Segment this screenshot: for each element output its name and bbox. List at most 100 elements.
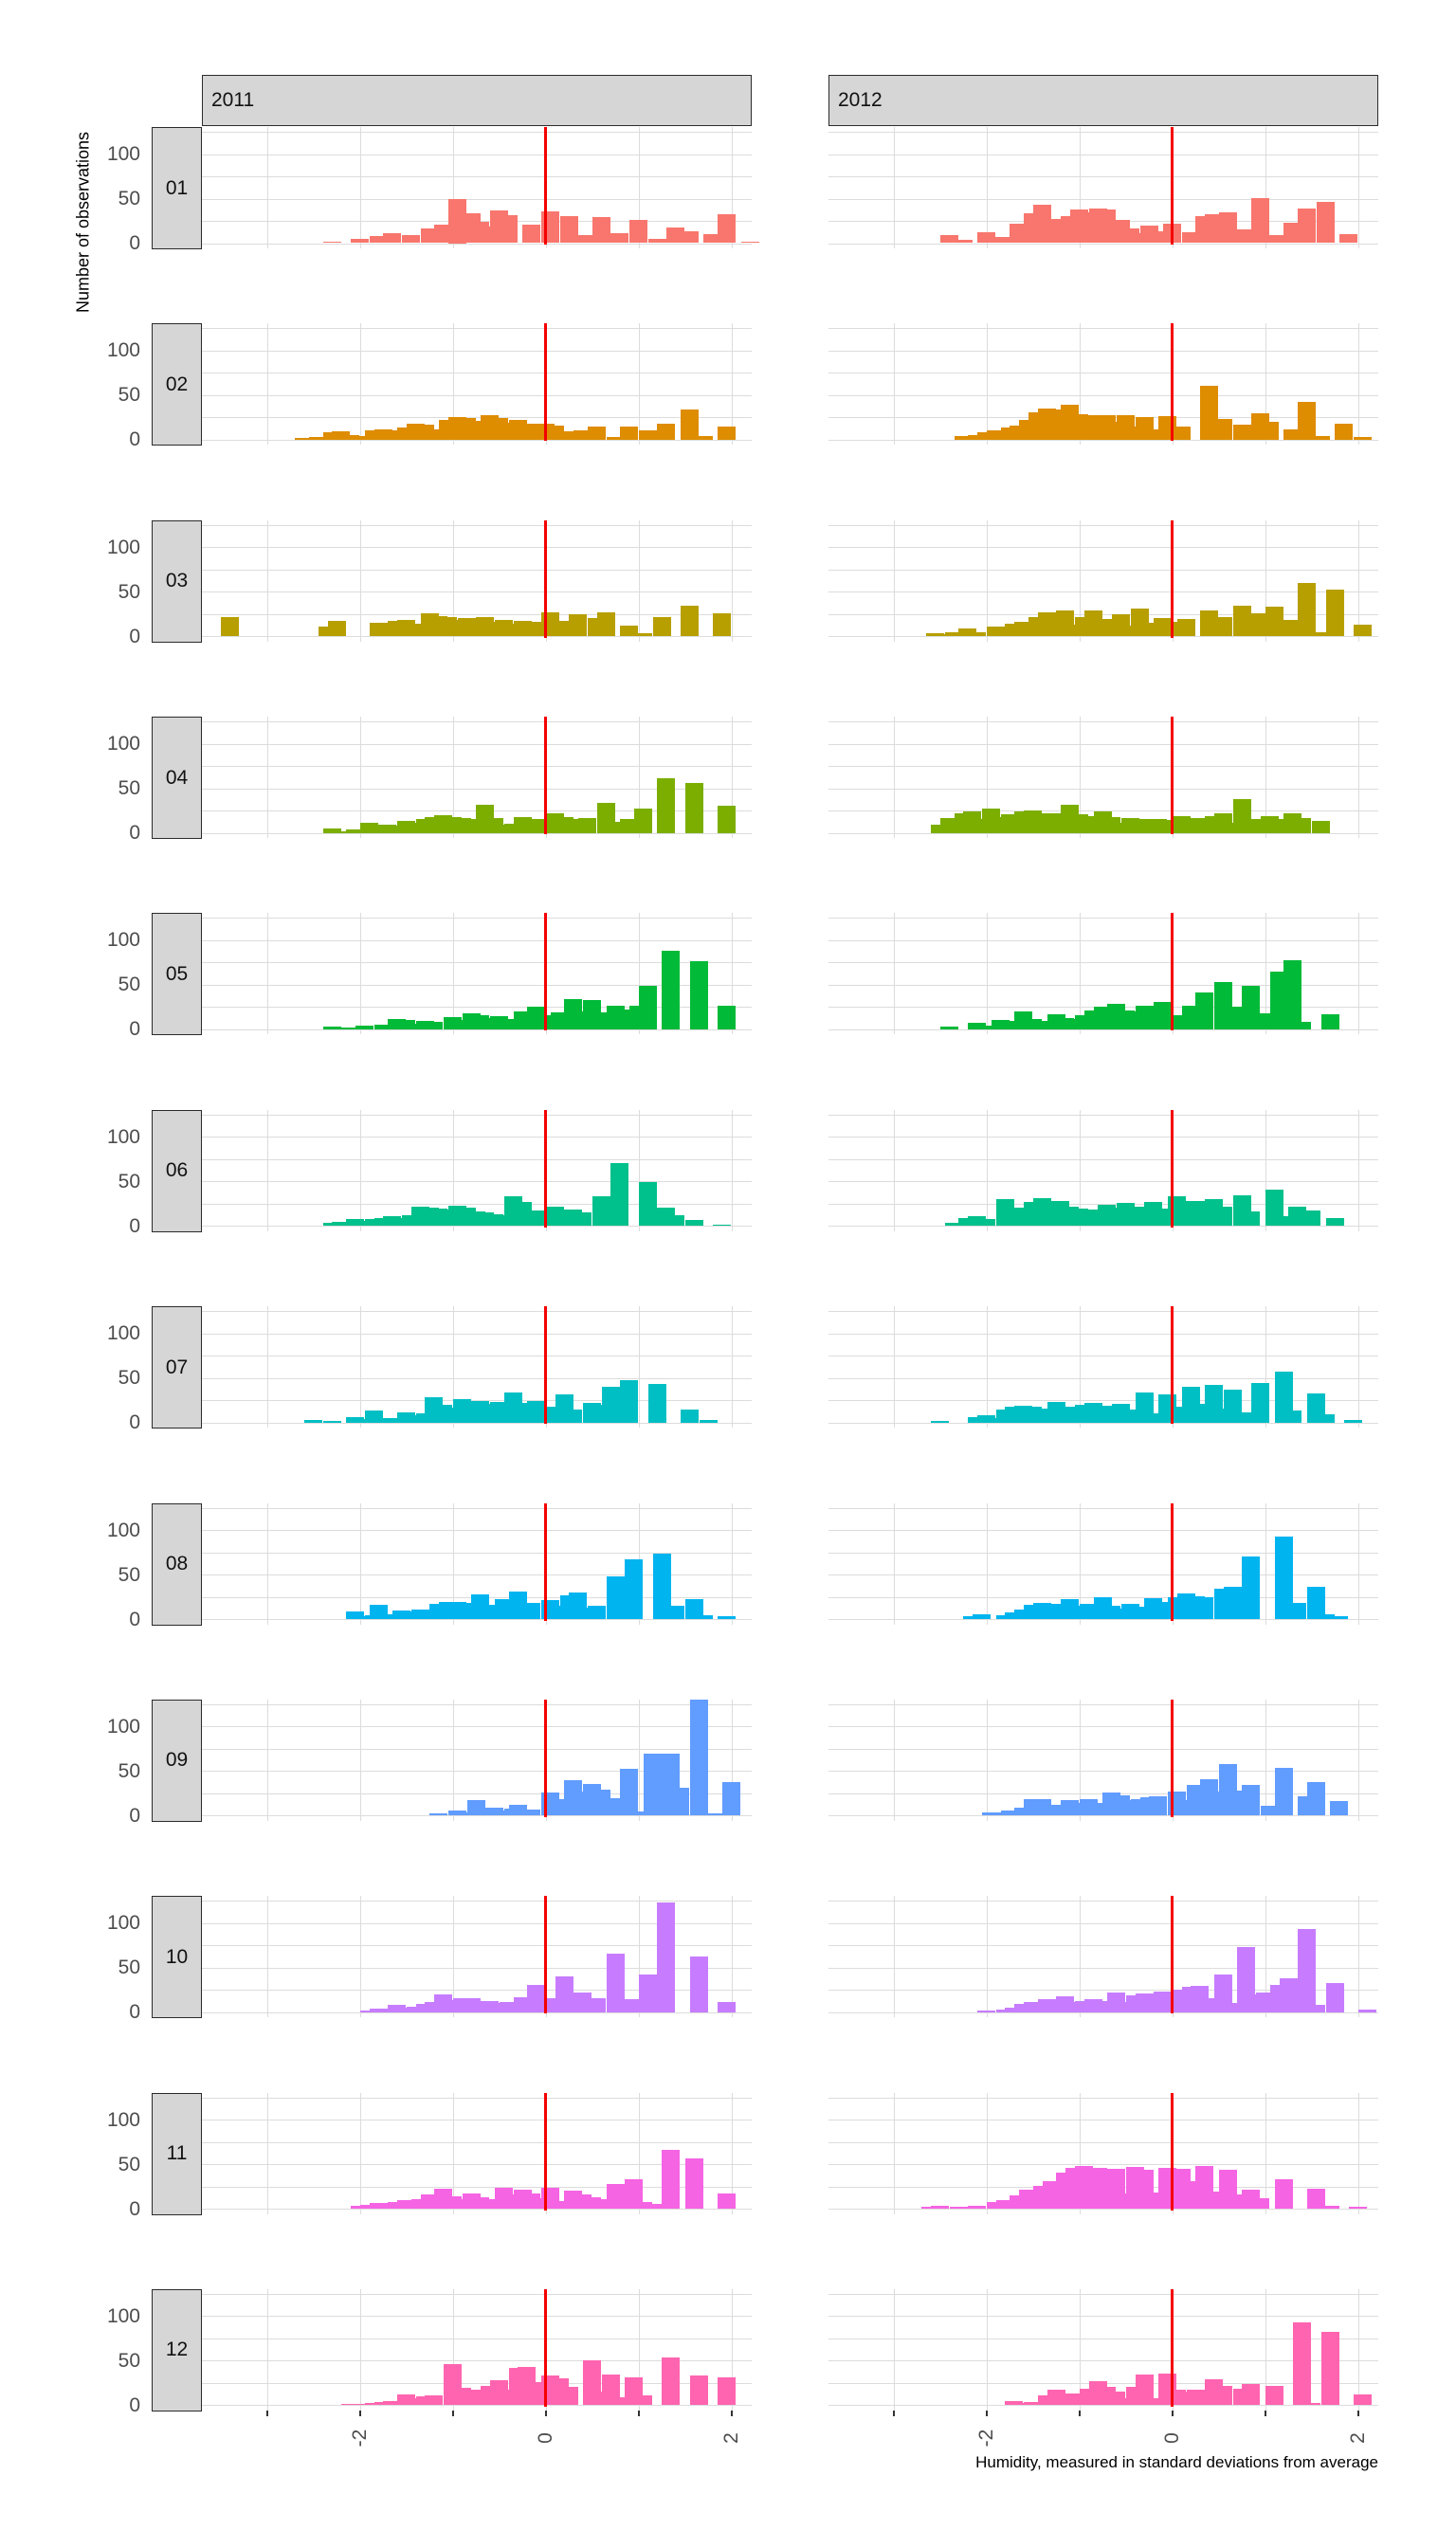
- y-tick-label: 100: [106, 2108, 140, 2131]
- histogram-bar: [476, 1811, 495, 1816]
- histogram-bar: [1144, 2193, 1163, 2210]
- histogram-bar: [1149, 1795, 1168, 1816]
- histogram-bar: [332, 431, 351, 440]
- histogram-bar: [1065, 2002, 1084, 2012]
- histogram-bar: [1311, 821, 1330, 833]
- gridline-x: [638, 127, 640, 248]
- histogram-bar: [322, 1027, 341, 1029]
- histogram-bar: [322, 1223, 341, 1227]
- histogram-bar: [620, 819, 639, 833]
- histogram-bar: [550, 621, 569, 637]
- histogram-bar: [647, 2204, 666, 2210]
- gridline-y: [202, 766, 752, 768]
- histogram-bar: [401, 1611, 420, 1619]
- histogram-bar: [647, 1384, 666, 1423]
- histogram-bar: [373, 428, 392, 440]
- histogram-bar: [1256, 1993, 1274, 2012]
- histogram-bar: [462, 819, 481, 833]
- gridline-y: [202, 524, 752, 526]
- gridline-y: [828, 636, 1378, 638]
- histogram-bar: [694, 1615, 713, 1619]
- row-strip-01: 01: [152, 127, 202, 249]
- gridline-y: [828, 1530, 1378, 1532]
- x-axis-title: Humidity, measured in standard deviation…: [975, 2452, 1378, 2471]
- histogram-bar: [573, 429, 592, 440]
- gridline-x: [1357, 913, 1359, 1035]
- gridline-x: [1357, 127, 1359, 248]
- gridline-x: [452, 1306, 454, 1429]
- histogram-bar: [1024, 2002, 1042, 2012]
- gridline-y: [828, 1967, 1378, 1969]
- gridline-x: [731, 519, 733, 642]
- histogram-bar: [986, 1417, 1005, 1423]
- histogram-bar: [508, 1591, 527, 1619]
- y-tick-label: 50: [118, 1170, 140, 1192]
- gridline-x: [452, 2288, 454, 2411]
- gridline-x: [731, 1109, 733, 1231]
- zero-reference-line: [1171, 1896, 1174, 2014]
- gridline-y: [202, 1552, 752, 1554]
- histogram-bar: [1014, 1609, 1033, 1619]
- histogram-bar: [346, 1417, 365, 1423]
- histogram-bar: [1154, 1001, 1173, 1029]
- gridline-y: [202, 328, 752, 330]
- gridline-y: [202, 2316, 752, 2318]
- histogram-bar: [392, 1217, 411, 1227]
- histogram-bar: [351, 2206, 369, 2210]
- gridline-y: [828, 350, 1378, 352]
- gridline-x: [638, 2092, 640, 2214]
- x-tick-mark: [1356, 2410, 1359, 2416]
- y-tick-label: 100: [106, 929, 140, 952]
- histogram-bar: [1316, 202, 1335, 244]
- histogram-bar: [383, 1614, 402, 1619]
- histogram-bar: [1260, 422, 1279, 440]
- zero-reference-line: [544, 2288, 547, 2407]
- gridline-x: [1079, 519, 1081, 642]
- gridline-x: [893, 1896, 895, 2018]
- histogram-bar: [532, 2197, 551, 2210]
- histogram-bar: [657, 1902, 676, 2012]
- histogram-bar: [1269, 819, 1288, 833]
- histogram-bar: [364, 2402, 383, 2406]
- histogram-bar: [1037, 2395, 1056, 2406]
- row-strip-11: 11: [152, 2092, 202, 2215]
- histogram-bar: [346, 1218, 365, 1227]
- col-strip-2011: 2011: [202, 75, 752, 126]
- gridline-x: [452, 127, 454, 248]
- gridline-y: [828, 1815, 1378, 1817]
- histogram-bar: [633, 633, 652, 637]
- histogram-bar: [346, 1611, 365, 1619]
- gridline-y: [202, 1377, 752, 1379]
- gridline-y: [828, 984, 1378, 986]
- histogram-bar: [1232, 606, 1251, 637]
- gridline-x: [638, 519, 640, 642]
- histogram-bar: [1283, 222, 1302, 244]
- gridline-x: [266, 1109, 268, 1231]
- histogram-bar: [550, 1798, 569, 1816]
- histogram-bar: [388, 1018, 407, 1029]
- gridline-x: [1079, 323, 1081, 446]
- zero-reference-line: [1171, 127, 1174, 245]
- gridline-y: [828, 1945, 1378, 1947]
- histogram-bar: [1298, 1929, 1317, 2012]
- gridline-y: [828, 1574, 1378, 1576]
- gridline-x: [986, 1896, 988, 2018]
- gridline-x: [986, 717, 988, 839]
- gridline-x: [266, 1699, 268, 1821]
- row-strip-label: 10: [165, 1945, 189, 1968]
- gridline-x: [893, 1306, 895, 1429]
- histogram-bar: [1293, 2322, 1312, 2406]
- gridline-y: [202, 1922, 752, 1924]
- facet-panel-2011-01: [202, 127, 759, 248]
- histogram-bar: [949, 2207, 968, 2210]
- histogram-bar: [1242, 985, 1261, 1029]
- gridline-x: [266, 2288, 268, 2411]
- histogram-bar: [513, 816, 532, 833]
- histogram-bar: [986, 2201, 1005, 2210]
- gridline-y: [828, 2209, 1378, 2211]
- histogram-bar: [666, 1605, 685, 1619]
- gridline-y: [202, 1311, 752, 1313]
- histogram-bar: [991, 1811, 1010, 1816]
- zero-reference-line: [544, 1699, 547, 1817]
- gridline-x: [731, 1502, 733, 1625]
